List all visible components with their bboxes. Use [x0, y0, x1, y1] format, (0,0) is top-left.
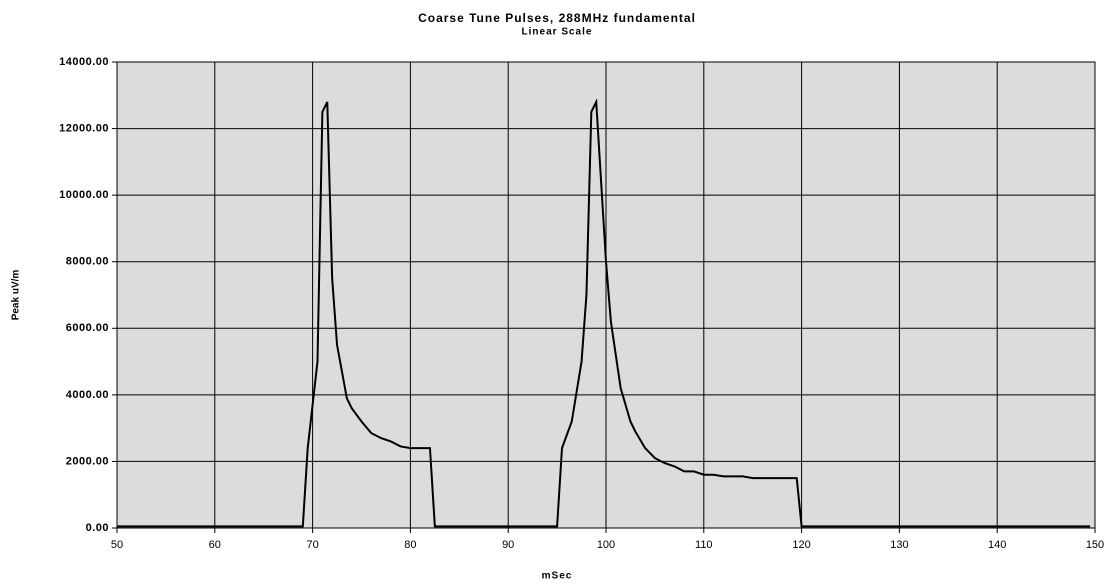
plot-border [116, 61, 1096, 529]
x-tick-label: 70 [306, 539, 318, 551]
x-tick-label: 130 [890, 539, 908, 551]
chart-subtitle: Linear Scale [522, 27, 593, 38]
x-tick-label: 110 [695, 539, 713, 551]
y-tick-label: 12000.00 [59, 122, 109, 134]
x-tick-label: 140 [988, 539, 1006, 551]
x-tick-label: 120 [792, 539, 810, 551]
y-tick-label: 4000.00 [66, 389, 109, 401]
x-tick-label: 50 [111, 539, 123, 551]
y-axis-label: Peak uV/m [11, 270, 22, 321]
data-line [117, 98, 1091, 528]
y-tick-label: 2000.00 [66, 455, 109, 467]
x-tick-label: 150 [1086, 539, 1104, 551]
x-tick-label: 60 [209, 539, 221, 551]
y-tick-label: 6000.00 [66, 322, 109, 334]
chart-title: Coarse Tune Pulses, 288MHz fundamental [418, 11, 696, 25]
x-tick-label: 80 [404, 539, 416, 551]
y-tick-label: 14000.00 [59, 56, 109, 68]
x-tick-label: 100 [597, 539, 615, 551]
y-tick-label: 8000.00 [66, 256, 109, 268]
x-tick-label: 90 [502, 539, 514, 551]
y-tick-label: 0.00 [86, 522, 109, 534]
y-tick-label: 10000.00 [59, 189, 109, 201]
x-axis-label: mSec [542, 571, 573, 582]
